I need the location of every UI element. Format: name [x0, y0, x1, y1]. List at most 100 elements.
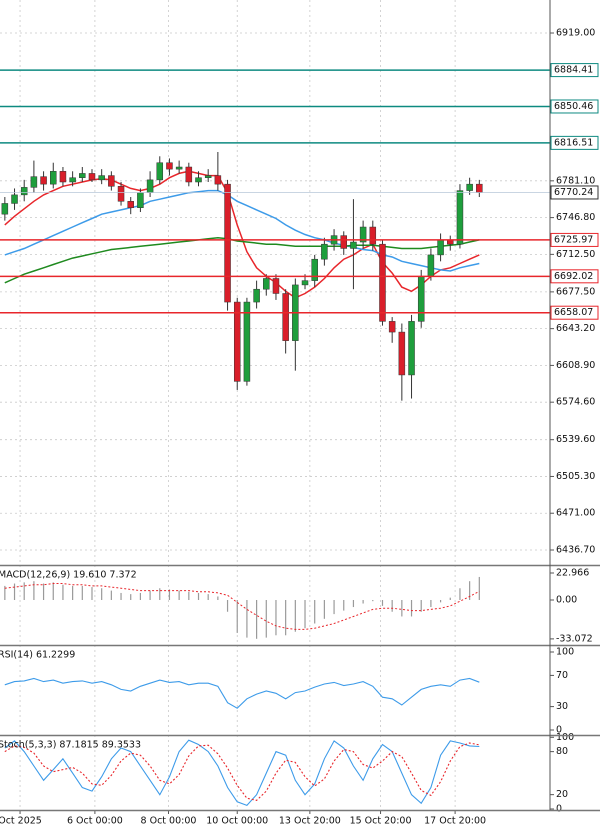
- candle-body: [243, 301, 251, 382]
- x-tick-label: 6 Oct 00:00: [67, 816, 123, 827]
- y-tick-label: 6643.20: [556, 323, 595, 334]
- panel-title: RSI(14) 61.2299: [0, 650, 75, 661]
- panel-title: Stoch(5,3,3) 87.1815 89.3533: [0, 740, 141, 751]
- candle-body: [388, 321, 396, 333]
- y-tick-label: 6746.80: [556, 212, 595, 223]
- candle-body: [146, 179, 154, 193]
- level-label-box: [550, 135, 599, 150]
- level-label: 6692.02: [554, 271, 593, 282]
- candle-body: [359, 226, 367, 243]
- candle-body: [350, 241, 357, 249]
- candle-body: [137, 192, 144, 208]
- panel-title: MACD(12,26,9) 19.610 7.372: [0, 570, 137, 581]
- y-tick-label: 6539.60: [556, 434, 595, 445]
- y-tick-label: 6505.30: [556, 471, 595, 482]
- x-tick-label: 8 Oct 00:00: [141, 816, 197, 827]
- candle-body: [282, 293, 289, 341]
- candle-body: [466, 183, 473, 191]
- candle-body: [59, 171, 67, 183]
- level-label-box: [550, 63, 599, 78]
- level-label: 6884.41: [554, 65, 593, 76]
- candle-body: [204, 175, 212, 178]
- y-tick-label: 6574.60: [556, 397, 595, 408]
- x-tick-label: 13 Oct 20:00: [279, 816, 341, 827]
- candle-body: [476, 183, 483, 193]
- moving-average: [4, 189, 480, 272]
- y-tick-label: 6781.10: [556, 175, 595, 186]
- indicator-line: [4, 742, 480, 802]
- level-label-box: [550, 232, 599, 247]
- y-tick-label: 20: [556, 789, 568, 800]
- candle-body: [69, 177, 76, 183]
- y-tick-label: 0.00: [556, 595, 577, 606]
- candle-body: [233, 301, 241, 382]
- level-label-box: [550, 99, 599, 114]
- candle-body: [398, 331, 406, 376]
- candle-body: [437, 239, 444, 256]
- y-tick-label: 100: [556, 646, 574, 657]
- y-tick-label: 6677.50: [556, 286, 595, 297]
- candle-body: [369, 226, 377, 245]
- candle-body: [166, 162, 173, 170]
- indicator-line: [4, 677, 480, 709]
- level-label: 6850.46: [554, 101, 593, 112]
- candle-body: [88, 173, 96, 181]
- y-tick-label: 6471.00: [556, 508, 595, 519]
- candle-body: [456, 190, 464, 245]
- candle-body: [20, 187, 28, 196]
- candle-body: [185, 166, 193, 183]
- candle-body: [321, 243, 328, 260]
- level-label: 6725.97: [554, 234, 593, 245]
- candle-body: [263, 278, 270, 290]
- level-label-box: [550, 269, 599, 284]
- level-label-box: [550, 305, 599, 320]
- x-tick-label: 17 Oct 20:00: [424, 816, 486, 827]
- x-tick-label: 10 Oct 00:00: [206, 816, 268, 827]
- candle-body: [311, 258, 318, 281]
- candle-body: [156, 162, 164, 181]
- last-price-label: 6770.24: [554, 187, 593, 198]
- level-label: 6816.51: [554, 137, 593, 148]
- indicator-line: [4, 739, 480, 807]
- last-price-box: [550, 185, 599, 200]
- candle-body: [408, 321, 415, 376]
- candle-body: [253, 288, 260, 303]
- candle-body: [117, 186, 125, 202]
- y-tick-label: 6436.70: [556, 544, 595, 555]
- candle-body: [417, 276, 425, 322]
- candle-body: [11, 194, 18, 204]
- x-tick-label: 15 Oct 20:00: [350, 816, 412, 827]
- y-tick-label: 70: [556, 670, 568, 681]
- candle-body: [214, 175, 222, 185]
- candle-body: [98, 175, 105, 181]
- candle-body: [301, 280, 309, 286]
- y-tick-label: 80: [556, 746, 568, 757]
- y-tick-label: -33.072: [556, 633, 593, 644]
- candle-body: [40, 176, 47, 185]
- y-tick-label: 22.966: [556, 568, 589, 579]
- y-tick-label: 6712.50: [556, 249, 595, 260]
- level-label: 6658.07: [554, 307, 593, 318]
- candle-body: [79, 173, 86, 178]
- y-tick-label: 100: [556, 732, 574, 743]
- y-tick-label: 0: [556, 725, 562, 736]
- candle-body: [175, 166, 183, 170]
- x-tick-label: Oct 2025: [0, 816, 42, 827]
- macd-signal: [4, 583, 480, 630]
- y-tick-label: 6919.00: [556, 28, 595, 39]
- moving-average: [4, 170, 480, 299]
- moving-average: [4, 236, 480, 284]
- candle-body: [427, 254, 435, 277]
- candle-body: [379, 243, 386, 322]
- y-tick-label: 0: [556, 803, 562, 814]
- candle-body: [340, 235, 347, 249]
- y-tick-label: 6608.90: [556, 360, 595, 371]
- candle-body: [108, 175, 115, 187]
- candle-body: [127, 201, 134, 208]
- candle-body: [272, 278, 280, 294]
- candle-body: [30, 176, 38, 188]
- candle-body: [50, 171, 57, 185]
- candle-body: [195, 177, 202, 183]
